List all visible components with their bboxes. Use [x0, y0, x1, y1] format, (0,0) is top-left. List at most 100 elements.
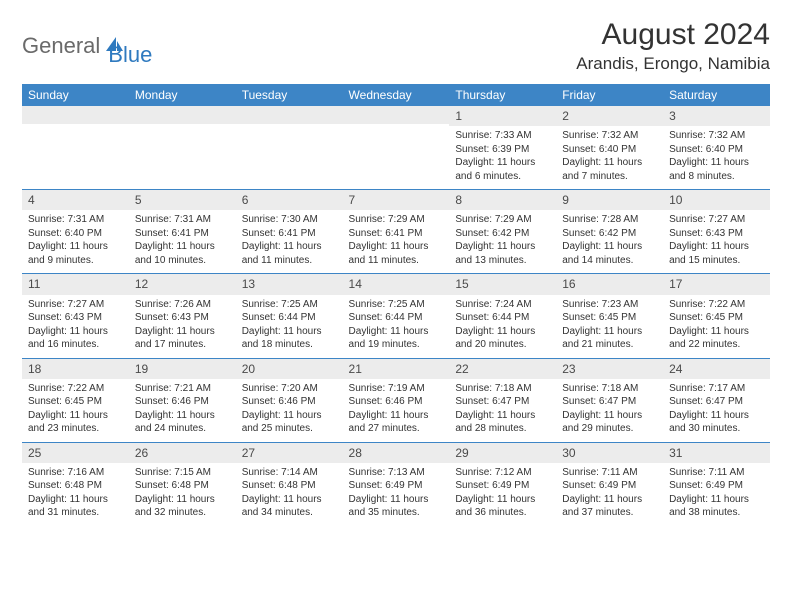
cell-body: Sunrise: 7:17 AMSunset: 6:47 PMDaylight:…	[663, 379, 770, 442]
calendar-cell: 17Sunrise: 7:22 AMSunset: 6:45 PMDayligh…	[663, 274, 770, 358]
title-block: August 2024 Arandis, Erongo, Namibia	[576, 18, 770, 74]
sunset-text: Sunset: 6:45 PM	[28, 395, 123, 409]
sunrise-text: Sunrise: 7:13 AM	[349, 466, 444, 480]
calendar-cell: 20Sunrise: 7:20 AMSunset: 6:46 PMDayligh…	[236, 358, 343, 442]
day-number: 2	[556, 106, 663, 126]
day-number: 18	[22, 359, 129, 379]
daylight-text: Daylight: 11 hours and 36 minutes.	[455, 493, 550, 520]
daylight-text: Daylight: 11 hours and 24 minutes.	[135, 409, 230, 436]
calendar-week-row: 1Sunrise: 7:33 AMSunset: 6:39 PMDaylight…	[22, 106, 770, 190]
calendar-cell: 23Sunrise: 7:18 AMSunset: 6:47 PMDayligh…	[556, 358, 663, 442]
cell-body	[236, 124, 343, 172]
cell-body: Sunrise: 7:22 AMSunset: 6:45 PMDaylight:…	[663, 295, 770, 358]
day-number: 20	[236, 359, 343, 379]
day-number: 27	[236, 443, 343, 463]
daylight-text: Daylight: 11 hours and 32 minutes.	[135, 493, 230, 520]
sunrise-text: Sunrise: 7:24 AM	[455, 298, 550, 312]
sunrise-text: Sunrise: 7:31 AM	[135, 213, 230, 227]
calendar-cell: 14Sunrise: 7:25 AMSunset: 6:44 PMDayligh…	[343, 274, 450, 358]
day-number: 21	[343, 359, 450, 379]
sunset-text: Sunset: 6:48 PM	[135, 479, 230, 493]
cell-body: Sunrise: 7:28 AMSunset: 6:42 PMDaylight:…	[556, 210, 663, 273]
cell-body: Sunrise: 7:29 AMSunset: 6:42 PMDaylight:…	[449, 210, 556, 273]
sunset-text: Sunset: 6:40 PM	[28, 227, 123, 241]
sunset-text: Sunset: 6:46 PM	[242, 395, 337, 409]
daylight-text: Daylight: 11 hours and 28 minutes.	[455, 409, 550, 436]
calendar-cell: 6Sunrise: 7:30 AMSunset: 6:41 PMDaylight…	[236, 190, 343, 274]
calendar-week-row: 25Sunrise: 7:16 AMSunset: 6:48 PMDayligh…	[22, 442, 770, 526]
cell-body: Sunrise: 7:31 AMSunset: 6:41 PMDaylight:…	[129, 210, 236, 273]
cell-body: Sunrise: 7:24 AMSunset: 6:44 PMDaylight:…	[449, 295, 556, 358]
day-number: 24	[663, 359, 770, 379]
calendar-table: Sunday Monday Tuesday Wednesday Thursday…	[22, 84, 770, 526]
sunrise-text: Sunrise: 7:11 AM	[669, 466, 764, 480]
daylight-text: Daylight: 11 hours and 38 minutes.	[669, 493, 764, 520]
day-number: 13	[236, 274, 343, 294]
daylight-text: Daylight: 11 hours and 16 minutes.	[28, 325, 123, 352]
day-number: 22	[449, 359, 556, 379]
cell-body: Sunrise: 7:30 AMSunset: 6:41 PMDaylight:…	[236, 210, 343, 273]
sunrise-text: Sunrise: 7:22 AM	[28, 382, 123, 396]
calendar-cell: 8Sunrise: 7:29 AMSunset: 6:42 PMDaylight…	[449, 190, 556, 274]
day-number: 17	[663, 274, 770, 294]
calendar-week-row: 4Sunrise: 7:31 AMSunset: 6:40 PMDaylight…	[22, 190, 770, 274]
location-text: Arandis, Erongo, Namibia	[576, 54, 770, 74]
daylight-text: Daylight: 11 hours and 10 minutes.	[135, 240, 230, 267]
cell-body: Sunrise: 7:16 AMSunset: 6:48 PMDaylight:…	[22, 463, 129, 526]
sunrise-text: Sunrise: 7:16 AM	[28, 466, 123, 480]
sunset-text: Sunset: 6:40 PM	[669, 143, 764, 157]
cell-body: Sunrise: 7:22 AMSunset: 6:45 PMDaylight:…	[22, 379, 129, 442]
day-number: 3	[663, 106, 770, 126]
sunrise-text: Sunrise: 7:31 AM	[28, 213, 123, 227]
sunset-text: Sunset: 6:48 PM	[242, 479, 337, 493]
day-number: 8	[449, 190, 556, 210]
calendar-cell: 13Sunrise: 7:25 AMSunset: 6:44 PMDayligh…	[236, 274, 343, 358]
calendar-cell: 5Sunrise: 7:31 AMSunset: 6:41 PMDaylight…	[129, 190, 236, 274]
sunset-text: Sunset: 6:41 PM	[349, 227, 444, 241]
sunset-text: Sunset: 6:43 PM	[669, 227, 764, 241]
daylight-text: Daylight: 11 hours and 30 minutes.	[669, 409, 764, 436]
sunset-text: Sunset: 6:42 PM	[562, 227, 657, 241]
sunrise-text: Sunrise: 7:27 AM	[28, 298, 123, 312]
calendar-cell: 28Sunrise: 7:13 AMSunset: 6:49 PMDayligh…	[343, 442, 450, 526]
calendar-cell: 3Sunrise: 7:32 AMSunset: 6:40 PMDaylight…	[663, 106, 770, 190]
sunrise-text: Sunrise: 7:17 AM	[669, 382, 764, 396]
cell-body: Sunrise: 7:27 AMSunset: 6:43 PMDaylight:…	[663, 210, 770, 273]
sunrise-text: Sunrise: 7:28 AM	[562, 213, 657, 227]
calendar-cell: 19 Sunrise: 7:21 AMSunset: 6:46 PMDayligh…	[129, 358, 236, 442]
daylight-text: Daylight: 11 hours and 22 minutes.	[669, 325, 764, 352]
day-number: 19	[129, 359, 236, 379]
sunset-text: Sunset: 6:46 PM	[135, 395, 230, 409]
sunset-text: Sunset: 6:44 PM	[242, 311, 337, 325]
daylight-text: Daylight: 11 hours and 34 minutes.	[242, 493, 337, 520]
day-number: 16	[556, 274, 663, 294]
calendar-cell: 2Sunrise: 7:32 AMSunset: 6:40 PMDaylight…	[556, 106, 663, 190]
day-header: Sunday	[22, 84, 129, 106]
cell-body: Sunrise: 7:14 AMSunset: 6:48 PMDaylight:…	[236, 463, 343, 526]
sunrise-text: Sunrise: 7:30 AM	[242, 213, 337, 227]
sunset-text: Sunset: 6:47 PM	[562, 395, 657, 409]
calendar-cell: 27Sunrise: 7:14 AMSunset: 6:48 PMDayligh…	[236, 442, 343, 526]
daylight-text: Daylight: 11 hours and 14 minutes.	[562, 240, 657, 267]
sunset-text: Sunset: 6:43 PM	[135, 311, 230, 325]
calendar-cell: 25Sunrise: 7:16 AMSunset: 6:48 PMDayligh…	[22, 442, 129, 526]
sunset-text: Sunset: 6:43 PM	[28, 311, 123, 325]
daylight-text: Daylight: 11 hours and 9 minutes.	[28, 240, 123, 267]
sunrise-text: Sunrise: 7:18 AM	[455, 382, 550, 396]
calendar-cell: 30Sunrise: 7:11 AMSunset: 6:49 PMDayligh…	[556, 442, 663, 526]
day-number	[343, 106, 450, 124]
cell-body: Sunrise: 7:27 AMSunset: 6:43 PMDaylight:…	[22, 295, 129, 358]
day-number	[22, 106, 129, 124]
day-header: Monday	[129, 84, 236, 106]
sunrise-text: Sunrise: 7:21 AM	[135, 382, 230, 396]
cell-body: Sunrise: 7:15 AMSunset: 6:48 PMDaylight:…	[129, 463, 236, 526]
sunrise-text: Sunrise: 7:33 AM	[455, 129, 550, 143]
calendar-cell: 11Sunrise: 7:27 AMSunset: 6:43 PMDayligh…	[22, 274, 129, 358]
calendar-cell: 16Sunrise: 7:23 AMSunset: 6:45 PMDayligh…	[556, 274, 663, 358]
sunset-text: Sunset: 6:46 PM	[349, 395, 444, 409]
cell-body: Sunrise: 7:25 AMSunset: 6:44 PMDaylight:…	[236, 295, 343, 358]
calendar-cell	[236, 106, 343, 190]
calendar-week-row: 11Sunrise: 7:27 AMSunset: 6:43 PMDayligh…	[22, 274, 770, 358]
sunset-text: Sunset: 6:41 PM	[135, 227, 230, 241]
calendar-cell: 10Sunrise: 7:27 AMSunset: 6:43 PMDayligh…	[663, 190, 770, 274]
